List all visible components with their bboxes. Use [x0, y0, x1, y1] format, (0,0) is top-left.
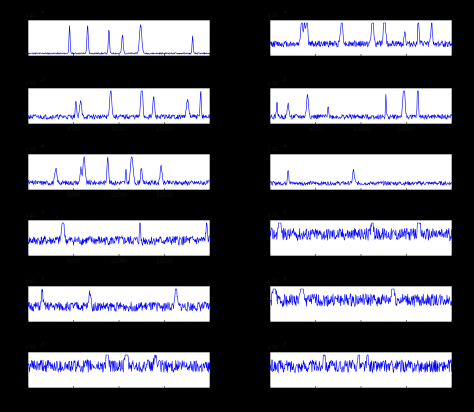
x-tick-label: 5000 — [67, 193, 81, 199]
subplot-panel: x 10 -3 5000 10000 15000 — [26, 210, 211, 265]
subplot-panel: x 10 -3 — [26, 276, 211, 323]
x-tick-label: 15000 — [156, 193, 173, 199]
subplot-panel: x 10 -3 — [268, 276, 453, 323]
exponent-label: x 10 — [268, 345, 278, 351]
x-tick-label: 5000 — [67, 259, 81, 265]
x-tick-label: 15000 — [156, 127, 173, 133]
x-tick-label: 10000 — [353, 127, 370, 133]
exponent-power: -4 — [40, 10, 45, 16]
series-line — [269, 222, 453, 242]
exponent-label: x 10 — [268, 147, 278, 153]
exponent-label: x 10 — [26, 213, 36, 219]
plot-area — [269, 19, 453, 57]
exponent-label: x 10 — [268, 13, 278, 19]
x-tick-label: 10000 — [111, 127, 128, 133]
exponent-power: -4 — [282, 144, 287, 150]
exponent-label: x 10 — [26, 279, 36, 285]
series-line — [27, 155, 211, 186]
exponent-label: x 10 — [268, 81, 278, 87]
series-line — [27, 354, 211, 373]
x-tick-label: 15000 — [398, 127, 415, 133]
series-line — [27, 24, 211, 55]
exponent-power: -4 — [40, 144, 45, 150]
exponent-label: x 10 — [26, 81, 36, 87]
subplot-panel: x 10 -4 — [268, 144, 453, 191]
exponent-power: -3 — [40, 210, 45, 216]
series-line — [269, 22, 453, 48]
plot-area — [27, 87, 211, 125]
plot-area — [269, 285, 453, 323]
x-tick-label: 5000 — [309, 127, 323, 133]
plot-area — [27, 351, 211, 389]
x-tick-label: 15000 — [156, 259, 173, 265]
series-line — [27, 90, 211, 121]
exponent-label: x 10 — [268, 213, 278, 219]
exponent-power: -4 — [282, 10, 287, 16]
series-line — [269, 90, 453, 121]
x-tick-label: 10000 — [111, 193, 128, 199]
exponent-label: x 10 — [26, 147, 36, 153]
series-line — [269, 169, 453, 187]
exponent-power: -3 — [40, 342, 45, 348]
series-line — [269, 288, 453, 308]
x-tick-label: 10000 — [111, 259, 128, 265]
exponent-power: -3 — [282, 210, 287, 216]
exponent-power: -3 — [40, 276, 45, 282]
subplot-panel: x 10 -4 5000 10000 15000 — [26, 144, 211, 199]
plot-area — [27, 153, 211, 191]
exponent-label: x 10 — [26, 13, 36, 19]
exponent-power: -4 — [40, 78, 45, 84]
subplot-panel: x 10 -3 — [268, 210, 453, 257]
subplot-panel: x 10 -4 5000 10000 15000 — [26, 78, 211, 133]
exponent-label: x 10 — [268, 279, 278, 285]
exponent-power: -3 — [282, 342, 287, 348]
exponent-power: -4 — [282, 78, 287, 84]
subplot-panel: x 10 -4 — [268, 10, 453, 57]
series-line — [27, 288, 211, 313]
plot-area — [27, 19, 211, 57]
subplot-panel: x 10 -3 — [268, 342, 453, 389]
series-line — [269, 354, 453, 374]
subplot-panel: x 10 -3 — [26, 342, 211, 389]
exponent-power: -3 — [282, 276, 287, 282]
subplot-panel: x 10 -4 — [26, 10, 211, 57]
exponent-label: x 10 — [26, 345, 36, 351]
series-line — [27, 222, 211, 247]
subplot-panel: x 10 -4 5000 10000 15000 — [268, 78, 453, 133]
x-tick-label: 5000 — [67, 127, 81, 133]
